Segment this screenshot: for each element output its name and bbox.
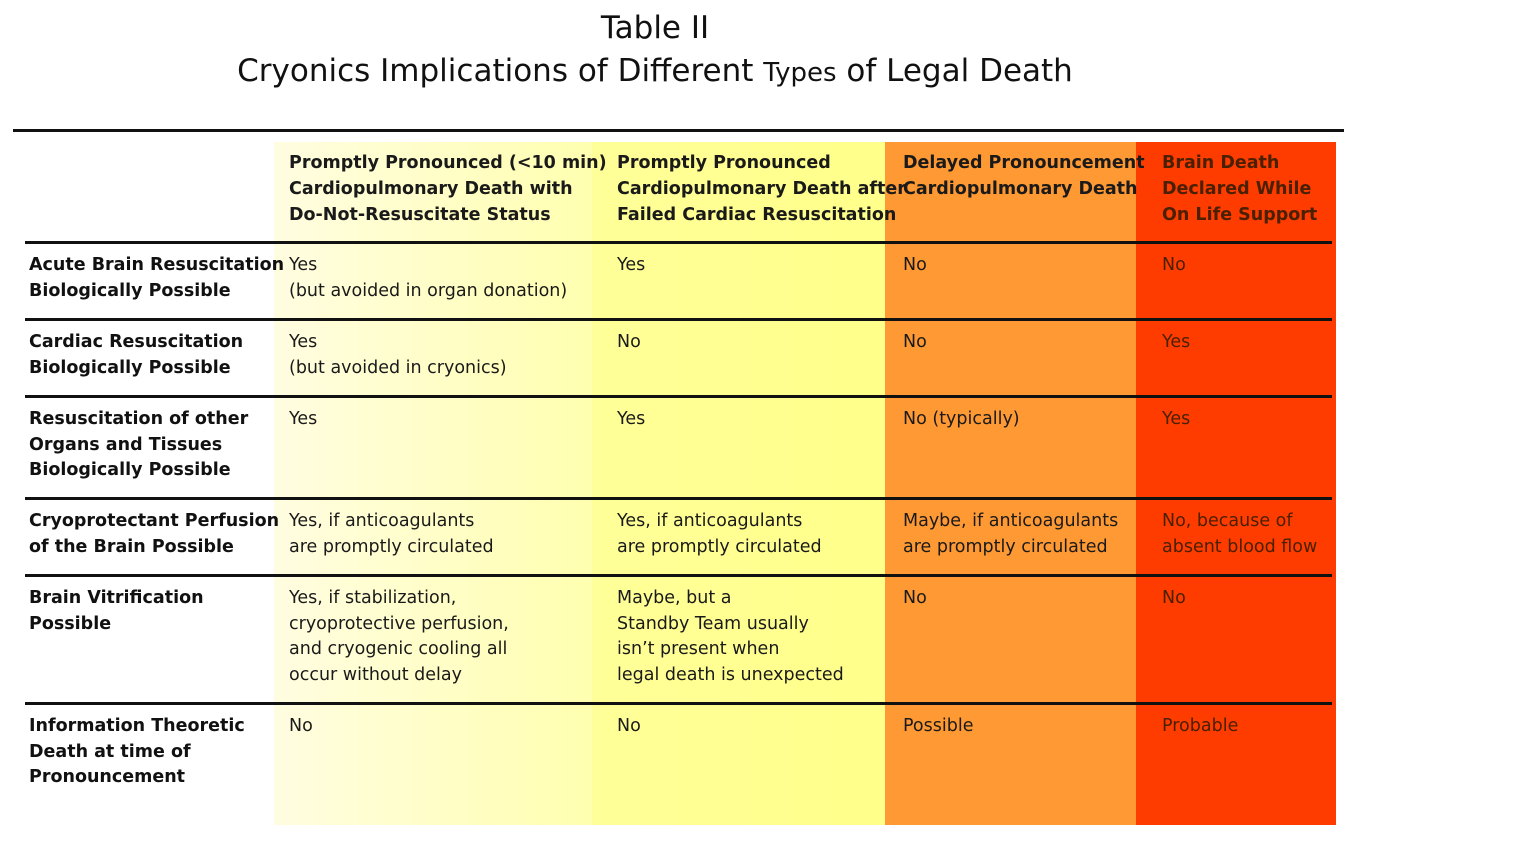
table-cell: No xyxy=(289,716,313,736)
table-cell: No xyxy=(903,255,927,275)
top-rule xyxy=(13,129,1344,132)
table-cell: No xyxy=(617,716,641,736)
header-failed-resuscitation: Promptly Pronounced Cardiopulmonary Deat… xyxy=(617,153,906,225)
table-cell: Yes, if stabilization, cryoprotective pe… xyxy=(289,588,509,685)
table-cell: No, because of absent blood flow xyxy=(1162,511,1318,557)
table-title: Cryonics Implications of Different Types… xyxy=(0,48,1310,96)
table-cell: Possible xyxy=(903,716,974,736)
table-cell: No xyxy=(903,588,927,608)
table-cell: Yes xyxy=(617,409,646,429)
column-bg-delayed xyxy=(885,142,1136,825)
row-rule xyxy=(25,702,1332,705)
table-cell: No xyxy=(903,332,927,352)
table-cell: Yes xyxy=(1162,409,1191,429)
table-cell: Maybe, but a Standby Team usually isn’t … xyxy=(617,588,844,685)
table-cell: Yes xyxy=(1162,332,1191,352)
table-cell: No xyxy=(617,332,641,352)
table-cell: No xyxy=(1162,588,1186,608)
header-dnr: Promptly Pronounced (<10 min) Cardiopulm… xyxy=(289,153,607,225)
row-label-other-organs: Resuscitation of other Organs and Tissue… xyxy=(29,409,249,481)
row-label-acute-brain: Acute Brain Resuscitation Biologically P… xyxy=(29,255,285,301)
title-part-3: of Legal Death xyxy=(836,53,1073,89)
table-cell: Probable xyxy=(1162,716,1239,736)
table-cell: No (typically) xyxy=(903,409,1020,429)
table-cell: Maybe, if anticoagulants are promptly ci… xyxy=(903,511,1119,557)
table-cell: Yes (but avoided in organ donation) xyxy=(289,255,568,301)
row-rule xyxy=(25,395,1332,398)
row-rule xyxy=(25,497,1332,500)
table-cell: Yes xyxy=(617,255,646,275)
table-cell: No xyxy=(1162,255,1186,275)
row-label-cryoprotectant: Cryoprotectant Perfusion of the Brain Po… xyxy=(29,511,280,557)
table-number: Table II xyxy=(600,10,710,46)
table-cell: Yes (but avoided in cryonics) xyxy=(289,332,507,378)
title-part-2: Types xyxy=(763,58,837,88)
row-label-vitrification: Brain Vitrification Possible xyxy=(29,588,204,634)
row-rule xyxy=(25,318,1332,321)
header-brain-death: Brain Death Declared While On Life Suppo… xyxy=(1162,153,1318,225)
table-cell: Yes xyxy=(289,409,318,429)
row-label-cardiac: Cardiac Resuscitation Biologically Possi… xyxy=(29,332,244,378)
title-part-1: Cryonics Implications of Different xyxy=(237,53,764,89)
table-cell: Yes, if anticoagulants are promptly circ… xyxy=(289,511,494,557)
header-delayed: Delayed Pronouncement Cardiopulmonary De… xyxy=(903,153,1145,199)
row-rule xyxy=(25,574,1332,577)
table-cell: Yes, if anticoagulants are promptly circ… xyxy=(617,511,822,557)
column-bg-dnr xyxy=(274,142,592,825)
column-bg-brain-death xyxy=(1136,142,1336,825)
table-title-block: Table II Cryonics Implications of Differ… xyxy=(0,8,1310,96)
row-rule xyxy=(25,241,1332,244)
column-bg-failed-resuscitation xyxy=(592,142,885,825)
row-label-information-theoretic: Information Theoretic Death at time of P… xyxy=(29,716,245,788)
